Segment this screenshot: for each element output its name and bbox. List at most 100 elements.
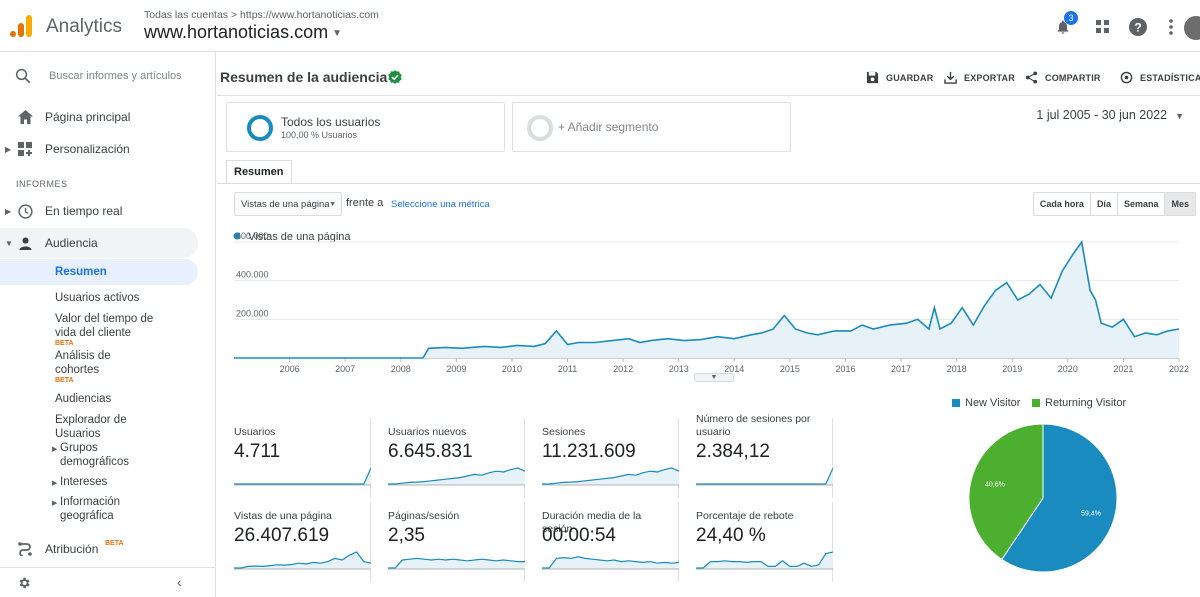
sidebar-item-customization[interactable]: ▶ Personalización [0,134,198,164]
scorecard-value: 4.711 [234,441,281,462]
scorecard-sparkline [696,467,833,486]
scorecard[interactable]: Porcentaje de rebote 24,40 % [679,502,833,582]
visitor-type-pie-chart: 59,4% 40,6% [968,423,1118,573]
granularity-toggle: Cada hora Día Semana Mes [1032,192,1196,216]
scorecard-sparkline [388,557,525,570]
dashboard-icon [16,140,34,158]
x-tick-label: 2014 [724,364,744,374]
sparkline-area [388,468,525,485]
pie-slice [1001,423,1118,573]
scorecard[interactable]: Usuarios nuevos 6.645.831 [371,418,525,498]
granularity-week-button[interactable]: Semana [1117,193,1166,215]
chevron-down-icon: ▼ [1175,111,1184,121]
sidebar-item-label: Página principal [45,110,131,124]
segment-name: Todos los usuarios [281,115,381,129]
granularity-day-button[interactable]: Día [1090,193,1118,215]
segment-color-ring [247,115,273,141]
scorecard[interactable]: Sesiones 11.231.609 [525,418,679,498]
notifications-icon[interactable]: 3 [1050,11,1078,40]
sidebar-item-audience[interactable]: ▼ Audiencia [0,228,198,258]
sidebar-item-label: Audiencia [45,236,98,250]
metric-dropdown[interactable]: Vistas de una página ▼ [234,192,342,216]
granularity-hourly-button[interactable]: Cada hora [1033,193,1091,215]
sidebar-subitem-active-users[interactable]: Usuarios activos [55,292,140,304]
chart-collapse-handle[interactable]: ▼ [694,373,734,382]
sidebar-subitem-label: Intereses [60,476,108,488]
scorecard-sparkline [542,556,679,570]
pie-slice [968,423,1044,561]
share-button[interactable]: COMPARTIR [1025,71,1101,84]
sparkline-line [234,551,371,569]
legend-dot [233,232,241,240]
pie-legend-returning-visitor: Returning Visitor [1032,397,1126,409]
chevron-down-icon: ▼ [5,238,13,248]
scorecard-label: Número de sesiones por usuario [696,413,811,438]
scorecard[interactable]: Vistas de una página 26.407.619 [217,502,371,582]
x-tick-label: 2017 [891,364,911,374]
select-metric-link[interactable]: Seleccione una métrica [391,199,490,210]
save-icon [866,71,879,84]
property-selector[interactable]: www.hortanoticias.com ▼ [144,22,342,43]
x-tick-label: 2008 [391,364,411,374]
legend-swatch [1032,399,1040,407]
scorecard-value: 24,40 % [696,525,766,546]
series-line [234,239,1180,359]
scorecard[interactable]: Número de sesiones por usuario 2.384,12 [679,413,833,498]
save-button[interactable]: GUARDAR [866,71,933,84]
x-tick-label: 2019 [1002,364,1022,374]
sidebar-subitem-audiences[interactable]: Audiencias [55,393,112,405]
scorecard-label: Vistas de una página [234,510,332,522]
apps-grid-icon[interactable] [1090,14,1116,40]
export-label: EXPORTAR [964,72,1015,83]
x-tick-label: 2020 [1058,364,1078,374]
tab-overview[interactable]: Resumen [226,160,292,184]
more-vert-icon[interactable] [1158,14,1184,40]
search-input[interactable] [49,70,199,82]
sparkline-line [234,467,371,485]
legend-label: Vistas de una página [248,231,351,243]
pie-slice-label: 59,4% [1081,511,1101,518]
scorecard-label: Usuarios nuevos [388,426,467,438]
sidebar-subitem-interests[interactable]: ▶ Intereses [52,475,108,489]
account-breadcrumb[interactable]: Todas las cuentas > https://www.hortanot… [144,9,379,21]
chevron-down-icon: ▼ [332,27,342,39]
insights-button[interactable]: ESTADÍSTICAS [1120,71,1200,84]
sidebar-subitem-cohort[interactable]: Análisis de cohortes BETA [55,349,145,385]
home-icon [16,108,34,126]
segment-all-users[interactable]: Todos los usuarios 100,00 % Usuarios [226,102,505,152]
scorecard[interactable]: Páginas/sesión 2,35 [371,502,525,582]
scorecard-value: 00:00:54 [542,525,616,546]
add-segment-button[interactable]: + Añadir segmento [512,102,791,152]
sidebar-item-realtime[interactable]: ▶ En tiempo real [0,196,198,226]
scorecard[interactable]: Usuarios 4.711 [217,418,371,498]
x-tick-label: 2010 [502,364,522,374]
sidebar-subitem-geo[interactable]: ▶ Información geográfica [52,495,150,523]
sidebar-item-attribution[interactable]: Atribución BETA [0,534,198,564]
chevron-right-icon: ▶ [5,144,12,154]
collapse-sidebar-icon[interactable]: ‹ [177,574,182,590]
date-range-label: 1 jul 2005 - 30 jun 2022 [1036,108,1168,122]
sidebar-subitem-lifetime-value[interactable]: Valor del tiempo de vida del cliente BET… [55,312,175,348]
date-range-picker[interactable]: 1 jul 2005 - 30 jun 2022 ▼ [1036,108,1184,122]
analytics-logo-icon[interactable] [9,14,33,38]
scorecard[interactable]: Duración media de la sesión 00:00:54 [525,502,679,582]
granularity-month-button[interactable]: Mes [1165,193,1195,215]
scorecard-label: Páginas/sesión [388,510,460,522]
series-area [234,242,1179,358]
export-button[interactable]: EXPORTAR [944,71,1015,84]
settings-gear-icon[interactable] [17,576,31,590]
report-header: Resumen de la audiencia GUARDAR EXPORTAR… [217,52,1200,96]
sidebar-subitem-user-explorer[interactable]: Explorador de Usuarios [55,414,127,440]
share-label: COMPARTIR [1045,72,1101,83]
scorecard-value: 6.645.831 [388,441,473,462]
save-label: GUARDAR [886,72,934,83]
help-icon[interactable]: ? [1125,14,1151,40]
y-tick-label: 200.000 [236,308,269,318]
scorecard-label: Porcentaje de rebote [696,510,794,522]
scorecard-sparkline [234,551,371,570]
sidebar-subitem-overview[interactable]: Resumen [0,259,198,285]
avatar[interactable] [1184,16,1200,40]
sidebar-subitem-demographics[interactable]: ▶ Grupos demográficos [52,441,150,469]
sidebar-item-home[interactable]: Página principal [0,102,198,132]
sidebar-subitem-label: Análisis de cohortes [55,350,111,376]
